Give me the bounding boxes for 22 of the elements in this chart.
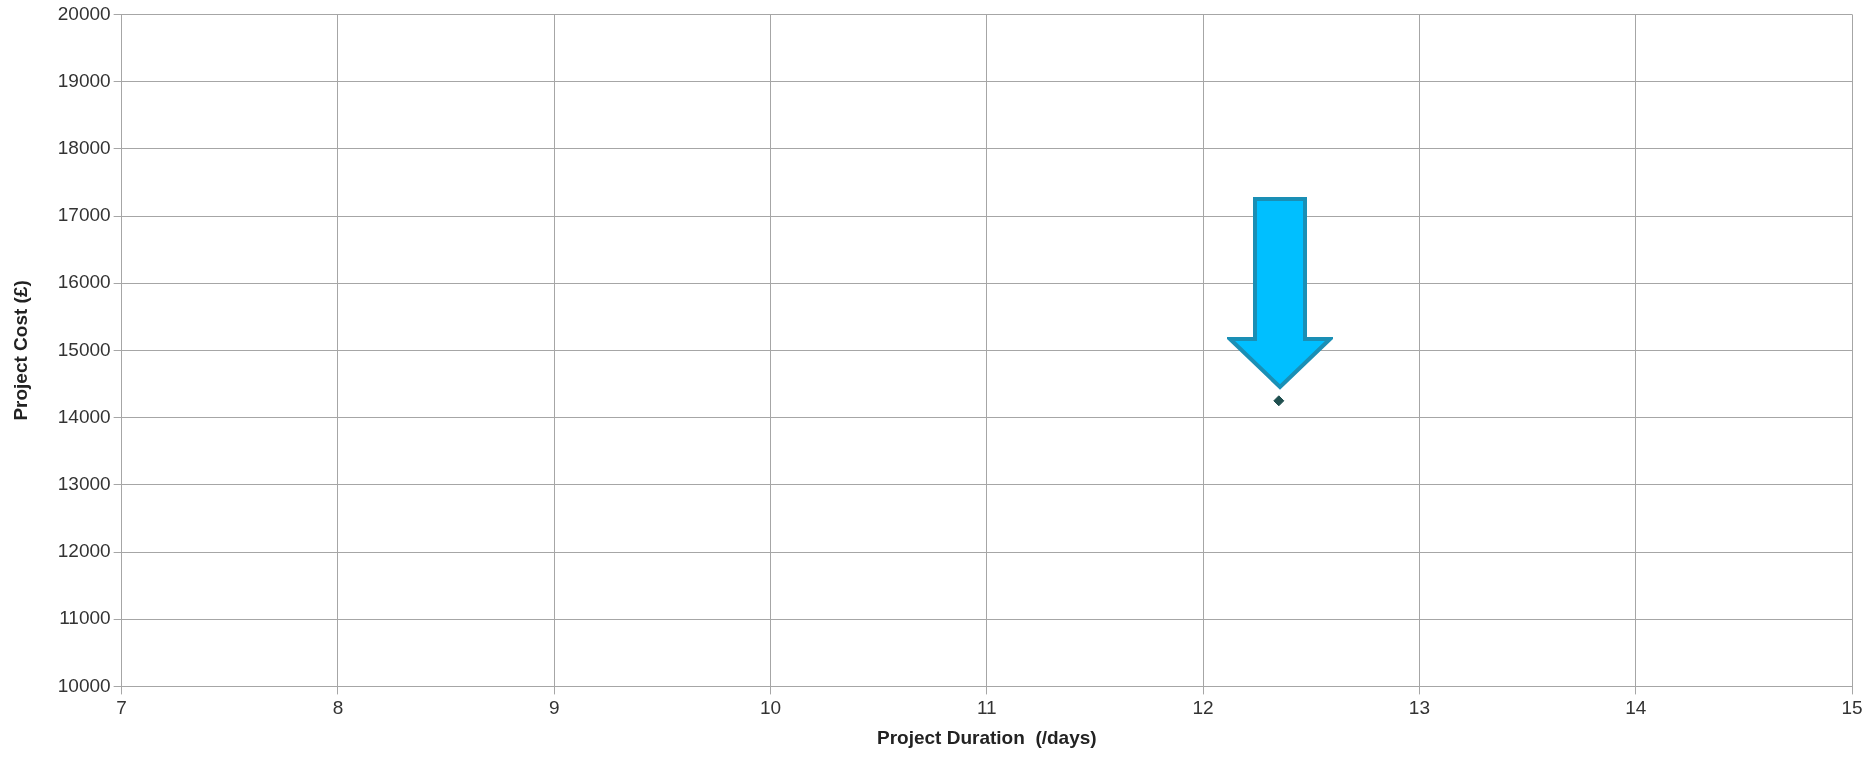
y-tick-label: 20000 [57, 2, 111, 24]
y-tick-label: 13000 [57, 473, 111, 495]
x-axis-title: Project Duration (/days) [877, 726, 1097, 748]
y-tick-label: 15000 [57, 338, 111, 360]
x-tick-label: 11 [976, 697, 997, 719]
x-tick-label: 12 [1192, 697, 1214, 719]
y-tick-label: 17000 [57, 204, 111, 226]
y-tick-label: 12000 [57, 540, 111, 562]
x-tick-label: 14 [1625, 697, 1647, 719]
x-tick-label: 9 [548, 697, 560, 719]
y-tick-label: 11000 [59, 607, 111, 629]
x-tick-label: 13 [1408, 697, 1430, 719]
y-tick-label: 16000 [57, 271, 111, 293]
x-tick-label: 15 [1841, 697, 1863, 719]
x-tick-label: 8 [332, 697, 344, 719]
y-tick-label: 18000 [57, 137, 111, 159]
x-tick-label: 10 [759, 697, 782, 719]
y-axis-title: Project Cost (£) [9, 280, 31, 421]
y-tick-label: 19000 [57, 69, 111, 91]
y-tick-label: 10000 [57, 674, 111, 696]
y-tick-label: 14000 [57, 405, 111, 427]
x-tick-label: 7 [116, 697, 127, 719]
